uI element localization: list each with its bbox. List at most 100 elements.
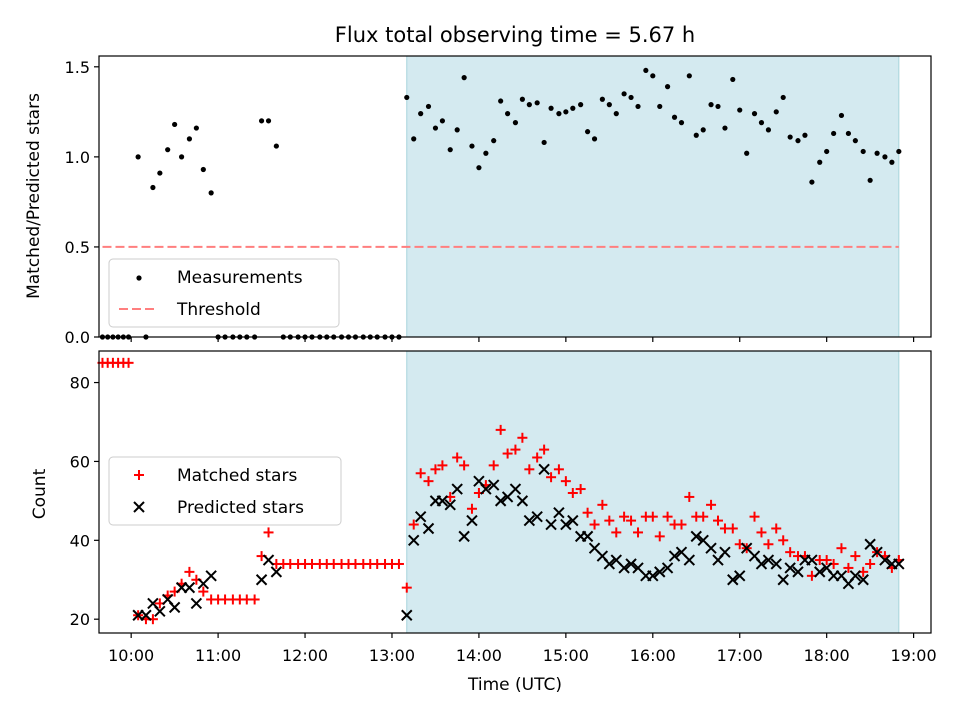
measurement-point <box>570 105 576 111</box>
predicted-point <box>436 495 449 507</box>
matched-point <box>836 543 847 554</box>
predicted-point <box>560 518 572 531</box>
measurement-point <box>165 147 171 153</box>
matched-point <box>821 555 832 566</box>
predicted-point <box>553 506 565 519</box>
measurement-point <box>498 98 504 104</box>
bottom-legend: Matched stars Predicted stars <box>108 456 342 526</box>
matched-point <box>553 464 564 475</box>
top-y-tick-label: 0.5 <box>65 238 90 257</box>
matched-point <box>604 515 615 526</box>
matched-point <box>626 515 637 526</box>
matched-point <box>633 527 644 538</box>
top-series-1 <box>99 67 902 340</box>
measurement-point <box>635 103 641 110</box>
measurement-point <box>512 120 519 126</box>
matched-point <box>123 357 134 368</box>
predicted-point <box>205 570 217 582</box>
predicted-point <box>690 530 702 543</box>
bottom-y-axis-label: Count <box>30 468 50 519</box>
predicted-point <box>849 570 862 582</box>
measurement-point <box>780 94 786 101</box>
matched-point <box>393 558 404 569</box>
measurement-point <box>882 154 888 160</box>
matched-point <box>597 499 608 510</box>
predicted-point <box>668 550 681 562</box>
measurement-point <box>454 127 460 133</box>
predicted-point <box>523 514 536 527</box>
measurement-point <box>172 121 178 128</box>
matched-point <box>539 444 550 455</box>
measurement-point <box>621 91 627 97</box>
measurement-point <box>643 67 649 74</box>
predicted-point <box>168 601 181 614</box>
matched-point <box>865 558 876 569</box>
matched-point <box>415 468 426 479</box>
matched-point <box>459 460 470 471</box>
matched-point <box>567 487 578 498</box>
measurement-point <box>773 109 779 115</box>
measurement-point <box>650 73 656 79</box>
matched-point <box>850 551 861 562</box>
bottom-legend-label: Matched stars <box>177 466 297 486</box>
measurement-point <box>461 75 467 81</box>
matched-point <box>510 444 521 455</box>
matched-point <box>611 527 622 538</box>
matched-point <box>184 566 195 577</box>
top-legend-label: Threshold <box>176 300 261 320</box>
matched-point <box>749 511 760 522</box>
predicted-point <box>762 554 775 566</box>
matched-point <box>560 476 571 487</box>
predicted-point <box>806 554 818 566</box>
predicted-point <box>444 499 456 511</box>
matched-point <box>575 484 586 495</box>
measurement-point <box>157 170 163 176</box>
predicted-point <box>255 574 268 586</box>
matched-point <box>437 460 448 471</box>
top-legend-label: Measurements <box>177 268 303 288</box>
x-tick-label: 15:00 <box>543 646 589 665</box>
bottom-legend-box <box>108 456 342 526</box>
matched-point <box>546 472 557 483</box>
measurement-point <box>671 114 678 120</box>
matched-point <box>423 476 434 487</box>
x-tick-label: 14:00 <box>456 646 502 665</box>
matched-point <box>698 511 709 522</box>
predicted-point <box>727 574 739 586</box>
matched-point <box>654 531 665 542</box>
matched-point <box>502 448 513 459</box>
matched-point <box>263 527 274 538</box>
x-tick-label: 11:00 <box>195 646 241 665</box>
measurement-point <box>613 111 619 117</box>
measurement-point <box>447 147 453 153</box>
predicted-point <box>545 518 557 531</box>
measurement-point <box>758 120 765 126</box>
measurement-point <box>476 165 482 171</box>
measurement-point <box>838 112 845 119</box>
measurement-point <box>273 143 279 149</box>
top-axes-frame <box>98 55 932 338</box>
predicted-point <box>494 495 507 507</box>
measurement-point <box>802 132 808 138</box>
matched-point <box>662 511 673 522</box>
measurement-point <box>578 102 584 108</box>
matched-point <box>488 460 499 471</box>
matched-point <box>452 452 463 463</box>
measurement-point <box>534 100 540 106</box>
measurement-point <box>730 76 736 83</box>
measurement-point <box>700 127 706 133</box>
predicted-point <box>509 483 522 495</box>
matched-point <box>619 511 630 522</box>
measurement-point <box>258 118 265 124</box>
predicted-point <box>893 558 905 570</box>
predicted-point <box>466 514 478 527</box>
measurement-point <box>541 139 547 146</box>
predicted-point <box>458 530 470 543</box>
measurement-point <box>418 111 424 117</box>
measurement-point <box>505 111 511 117</box>
predicted-point <box>705 542 717 554</box>
predicted-point <box>422 522 435 535</box>
matched-point <box>763 539 774 550</box>
measurement-point <box>425 103 432 110</box>
measurement-point <box>874 150 880 156</box>
